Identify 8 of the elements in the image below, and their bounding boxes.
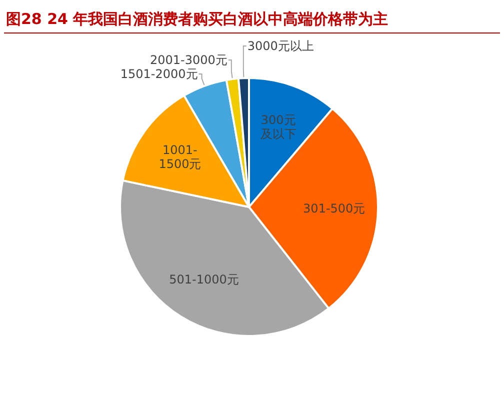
slice-label: 501-1000元 <box>169 272 239 286</box>
slice-label: 3000元以上 <box>247 39 314 53</box>
slice-label: 301-500元 <box>303 202 366 216</box>
chart-title: 图28 24 年我国白酒消费者购买白酒以中高端价格带为主 <box>6 10 388 28</box>
slice-label: 1501-2000元 <box>120 67 198 81</box>
slice-label: 1001-1500元 <box>158 143 202 172</box>
slice-label: 300元及以下 <box>260 113 296 142</box>
slice-label: 2001-3000元 <box>150 53 228 67</box>
